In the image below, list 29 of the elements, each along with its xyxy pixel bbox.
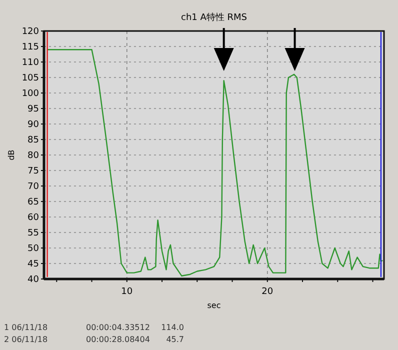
- x-axis-title: sec: [207, 301, 221, 310]
- y-tick-label: 75: [28, 166, 39, 177]
- y-axis-title: dB: [7, 150, 16, 160]
- y-tick-label: 45: [28, 260, 39, 270]
- y-tick-label: 40: [28, 275, 40, 286]
- y-tick-label: 80: [28, 151, 40, 162]
- y-tick-label: 60: [28, 213, 40, 224]
- y-tick-label: 70: [28, 182, 40, 192]
- y-tick-label: 65: [28, 198, 39, 208]
- y-tick-label: 95: [28, 104, 39, 115]
- x-tick-label: 10: [121, 287, 133, 297]
- y-tick-label: 85: [28, 136, 39, 146]
- y-tick-label: 90: [28, 120, 40, 130]
- text: 00:00:04.33512: [86, 323, 150, 332]
- y-tick-label: 105: [22, 74, 39, 84]
- y-tick-label: 100: [22, 89, 40, 100]
- text: 00:00:28.08404: [86, 335, 150, 344]
- text: 114.0: [161, 323, 184, 332]
- y-tick-label: 50: [28, 244, 40, 254]
- text: 1 06/11/18: [4, 323, 48, 332]
- y-tick-label: 120: [22, 27, 40, 38]
- line-series: [46, 49, 384, 276]
- y-tick-label: 55: [28, 228, 39, 239]
- x-tick-label: 20: [262, 287, 274, 297]
- y-tick-label: 110: [22, 58, 40, 68]
- text: 45.7: [166, 335, 184, 344]
- y-tick-label: 115: [22, 42, 39, 53]
- chart-title: ch1 A特性 RMS: [181, 12, 248, 23]
- text: 2 06/11/18: [4, 335, 48, 344]
